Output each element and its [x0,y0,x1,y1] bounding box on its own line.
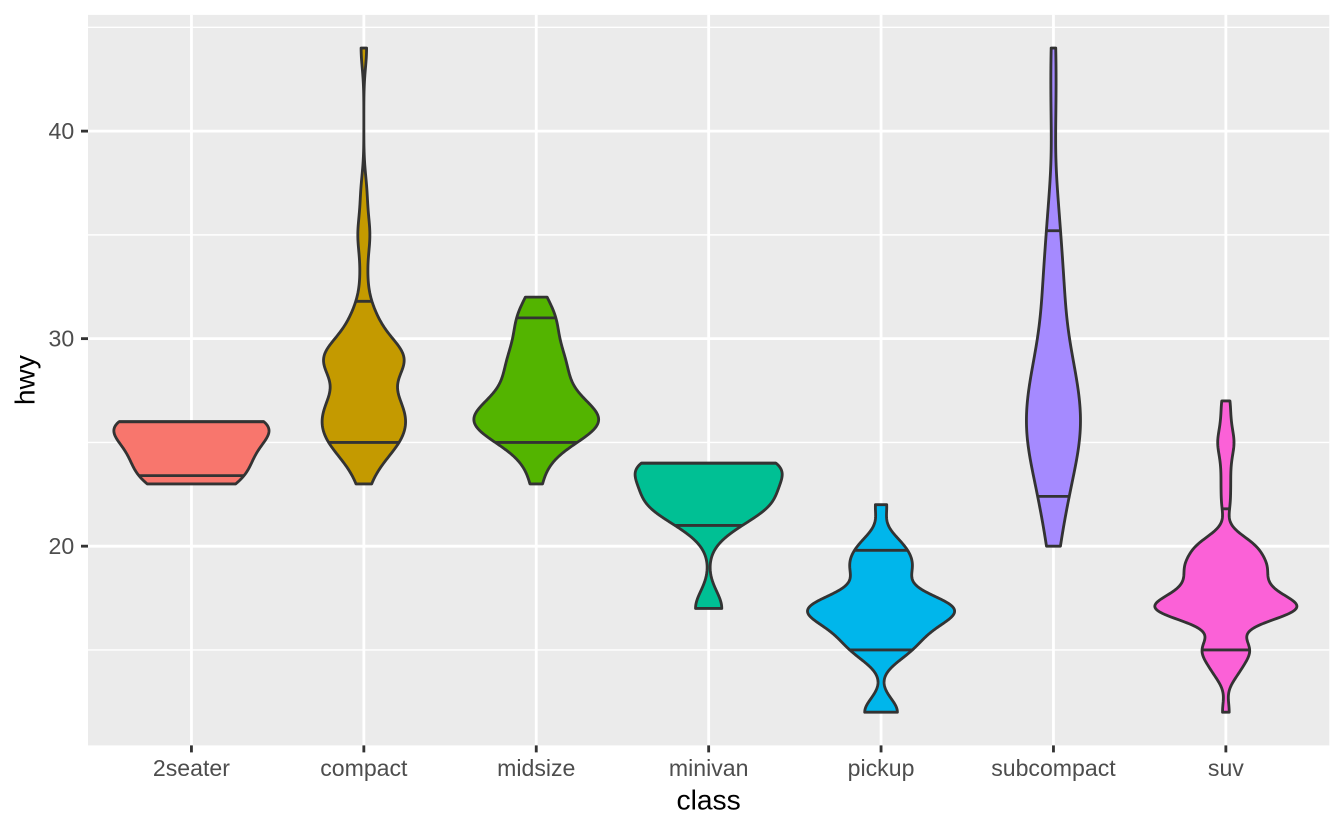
svg-text:suv: suv [1208,755,1244,781]
svg-text:40: 40 [49,118,75,144]
svg-text:minivan: minivan [669,755,749,781]
svg-text:20: 20 [49,533,75,559]
svg-text:subcompact: subcompact [991,755,1116,781]
svg-text:midsize: midsize [497,755,575,781]
svg-text:2seater: 2seater [153,755,230,781]
svg-text:30: 30 [49,326,75,352]
svg-text:class: class [676,783,740,815]
svg-text:compact: compact [320,755,408,781]
svg-text:hwy: hwy [9,354,41,405]
svg-text:pickup: pickup [848,755,915,781]
